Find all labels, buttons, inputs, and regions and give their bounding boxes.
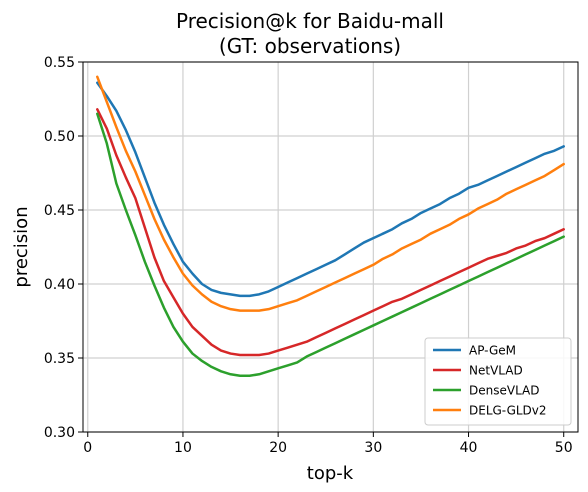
y-tick-label: 0.55	[44, 55, 75, 71]
series-line-netvlad	[96, 108, 565, 357]
y-tick-label: 0.30	[44, 425, 75, 441]
x-tick-label: 10	[174, 440, 192, 456]
legend-box	[424, 337, 572, 426]
plot-frame	[82, 61, 579, 433]
legend-label: AP-GeM	[469, 344, 516, 358]
series-line-ap-gem	[96, 81, 565, 298]
series-line-densevlad	[96, 112, 565, 378]
x-axis-label: top-k	[307, 463, 354, 484]
x-tick-label: 40	[460, 440, 478, 456]
data-lines	[96, 75, 565, 378]
series-line-delg-gldv2	[96, 75, 565, 312]
y-ticks: 0.30 0.35 0.40 0.45 0.50 0.55	[44, 55, 83, 441]
y-tick-label: 0.35	[44, 351, 75, 367]
x-ticks: 0 10 20 30 40 50	[83, 432, 573, 456]
legend-label: DenseVLAD	[469, 384, 539, 398]
x-tick-label: 0	[83, 440, 92, 456]
legend: AP-GeM NetVLAD DenseVLAD DELG-GLDv2	[424, 337, 572, 426]
chart-title-line-2: (GT: observations)	[219, 34, 401, 58]
y-tick-label: 0.50	[44, 129, 75, 145]
legend-label: NetVLAD	[469, 364, 523, 378]
x-tick-label: 20	[269, 440, 287, 456]
y-axis-label: precision	[11, 206, 32, 287]
legend-label: DELG-GLDv2	[469, 404, 547, 418]
x-tick-label: 30	[364, 440, 382, 456]
chart-title-line-1: Precision@k for Baidu-mall	[176, 9, 444, 33]
y-tick-label: 0.45	[44, 203, 75, 219]
y-tick-label: 0.40	[44, 277, 75, 293]
x-tick-label: 50	[555, 440, 573, 456]
